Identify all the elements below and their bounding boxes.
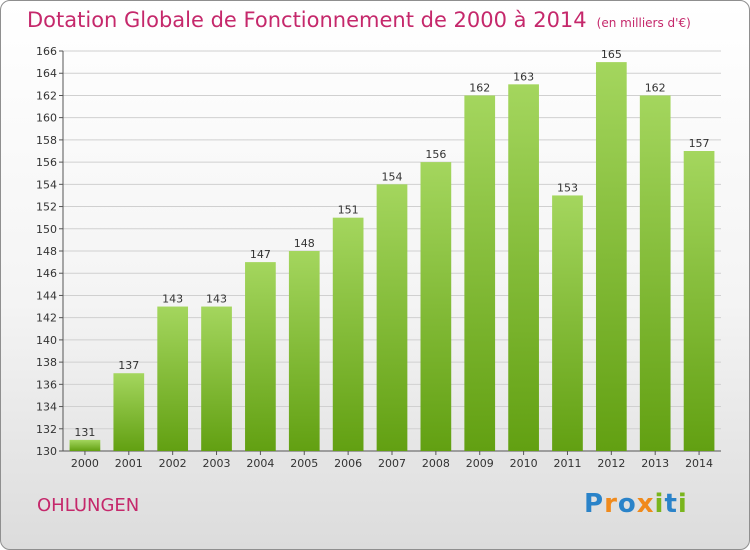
y-tick-label: 166	[36, 45, 57, 58]
bar	[508, 84, 539, 451]
bar	[201, 306, 232, 451]
bar	[683, 151, 715, 451]
bar	[464, 95, 496, 451]
bar	[332, 217, 364, 451]
y-tick-label: 130	[36, 445, 57, 458]
chart-title-block: Dotation Globale de Fonctionnement de 20…	[27, 8, 691, 32]
y-tick-label: 154	[36, 178, 57, 191]
y-tick-label: 164	[36, 67, 57, 80]
logo-letter: o	[617, 489, 637, 519]
data-label: 165	[601, 48, 622, 61]
proxiti-logo: Proxiti	[584, 489, 688, 519]
data-label: 162	[469, 81, 490, 94]
bar	[113, 373, 145, 451]
logo-letter: r	[604, 489, 618, 519]
bar	[69, 439, 101, 451]
data-label: 131	[74, 426, 95, 439]
data-label: 143	[162, 293, 183, 306]
y-tick-label: 132	[36, 423, 57, 436]
y-tick-label: 146	[36, 267, 57, 280]
x-tick-label: 2006	[334, 457, 362, 470]
y-tick-label: 144	[36, 289, 57, 302]
commune-name: OHLUNGEN	[37, 495, 140, 516]
bar	[288, 251, 320, 451]
data-label: 154	[382, 170, 403, 183]
bar	[245, 262, 276, 451]
y-tick-label: 138	[36, 356, 57, 369]
chart-unit: (en milliers d'€)	[596, 16, 691, 30]
bar	[157, 306, 189, 451]
logo-letter: i	[654, 489, 665, 519]
y-tick-label: 158	[36, 134, 57, 147]
data-label: 147	[250, 248, 271, 261]
data-label: 156	[425, 148, 446, 161]
y-tick-label: 150	[36, 223, 57, 236]
bar	[639, 95, 671, 451]
x-tick-label: 2005	[290, 457, 318, 470]
y-tick-label: 136	[36, 378, 57, 391]
logo-letter: i	[677, 489, 688, 519]
bar	[552, 195, 583, 451]
y-tick-label: 152	[36, 201, 57, 214]
x-tick-label: 2003	[203, 457, 231, 470]
y-tick-label: 148	[36, 245, 57, 258]
y-tick-label: 160	[36, 112, 57, 125]
logo-letter: P	[584, 489, 605, 519]
data-label: 143	[206, 293, 227, 306]
data-label: 153	[557, 181, 578, 194]
data-label: 148	[294, 237, 315, 250]
data-label: 157	[689, 137, 710, 150]
y-tick-label: 140	[36, 334, 57, 347]
bar	[595, 62, 627, 451]
x-tick-label: 2000	[71, 457, 99, 470]
x-tick-label: 2010	[510, 457, 538, 470]
logo-letter: x	[636, 489, 655, 519]
y-tick-label: 142	[36, 312, 57, 325]
data-label: 163	[513, 70, 534, 83]
data-label: 162	[645, 81, 666, 94]
x-tick-label: 2008	[422, 457, 450, 470]
y-tick-label: 162	[36, 89, 57, 102]
logo-letter: t	[664, 489, 678, 519]
x-tick-label: 2013	[641, 457, 669, 470]
y-tick-label: 156	[36, 156, 57, 169]
y-tick-label: 134	[36, 401, 57, 414]
bar	[376, 184, 408, 452]
data-label: 137	[118, 359, 139, 372]
x-tick-label: 2014	[685, 457, 713, 470]
x-tick-label: 2007	[378, 457, 406, 470]
x-tick-label: 2009	[466, 457, 494, 470]
x-tick-label: 2012	[597, 457, 625, 470]
x-tick-label: 2001	[115, 457, 143, 470]
x-tick-label: 2002	[159, 457, 187, 470]
x-tick-label: 2011	[553, 457, 581, 470]
data-label: 151	[338, 204, 359, 217]
x-tick-label: 2004	[246, 457, 274, 470]
chart-title: Dotation Globale de Fonctionnement de 20…	[27, 8, 587, 32]
bar	[420, 162, 452, 451]
